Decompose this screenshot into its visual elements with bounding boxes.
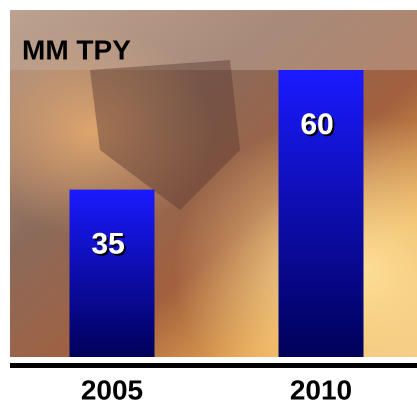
baseline [10,363,417,368]
x-tick-label: 2010 [290,374,352,405]
bar [69,189,155,357]
data-label: 60 [300,108,333,141]
x-tick-label: 2005 [81,374,143,405]
chart-title: MM TPY [22,34,131,65]
bar [278,70,364,357]
data-label: 35 [91,228,124,261]
